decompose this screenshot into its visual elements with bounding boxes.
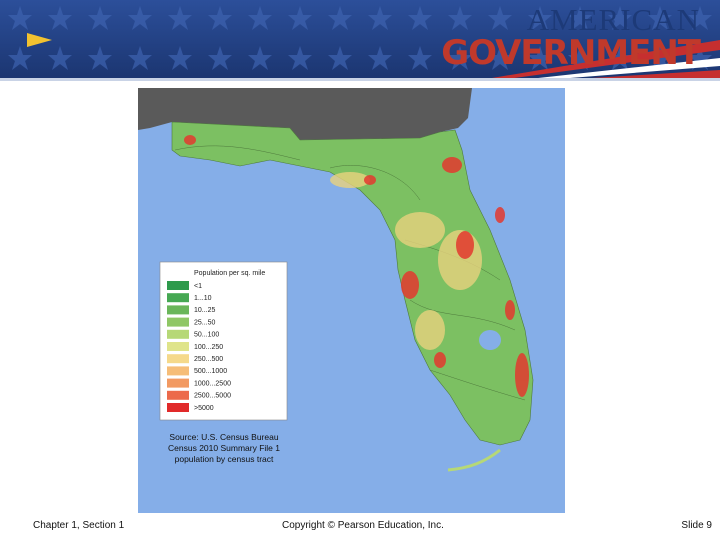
- legend-swatch: [167, 390, 189, 400]
- legend-label: 1...10: [194, 295, 212, 302]
- legend-swatch: [167, 281, 189, 290]
- legend-swatch: [167, 342, 189, 351]
- neighbor-states: [138, 88, 472, 140]
- legend-swatch: [167, 366, 189, 376]
- legend-label: 1000...2500: [194, 380, 231, 387]
- footer-slide-number: Slide 9: [681, 520, 712, 531]
- header-stars: [0, 0, 720, 80]
- legend-label: 2500...5000: [194, 393, 231, 400]
- lake-okeechobee: [479, 330, 501, 350]
- header-stripes: [480, 40, 720, 80]
- legend-label: 100...250: [194, 344, 223, 351]
- header-title-top: AMERICAN: [527, 2, 700, 37]
- arrow-icon: [27, 33, 52, 47]
- source-line: Census 2010 Summary File 1: [168, 443, 280, 453]
- footer-chapter: Chapter 1, Section 1: [33, 520, 125, 531]
- legend-swatch: [167, 293, 189, 303]
- density-high: [184, 135, 529, 397]
- legend-swatch: [167, 317, 189, 327]
- legend-swatch: [167, 403, 189, 412]
- legend-label: 500...1000: [194, 368, 227, 375]
- legend-swatch: [167, 354, 189, 364]
- map: [138, 88, 565, 513]
- legend-label: 50...100: [194, 332, 219, 339]
- header-title-bottom: GOVERNMENT: [441, 33, 702, 73]
- legend-swatch: [167, 378, 189, 388]
- legend-label: 10...25: [194, 307, 216, 314]
- legend-label: 25...50: [194, 319, 216, 326]
- legend-label: 250...500: [194, 356, 223, 363]
- legend-title: Population per sq. mile: [194, 270, 265, 277]
- legend-swatch: [167, 329, 189, 339]
- florida-keys: [447, 448, 501, 472]
- footer-copyright: Copyright © Pearson Education, Inc.: [282, 520, 444, 531]
- header-rule: [0, 78, 720, 81]
- source-line: population by census tract: [175, 454, 274, 464]
- source-line: Source: U.S. Census Bureau: [169, 432, 278, 442]
- legend-label: <1: [194, 283, 202, 290]
- legend-items: <1 1...10 10...25 25...50 50...100 100...250 2…: [167, 281, 231, 412]
- legend-label: >5000: [194, 405, 214, 412]
- legend-swatch: [167, 305, 189, 315]
